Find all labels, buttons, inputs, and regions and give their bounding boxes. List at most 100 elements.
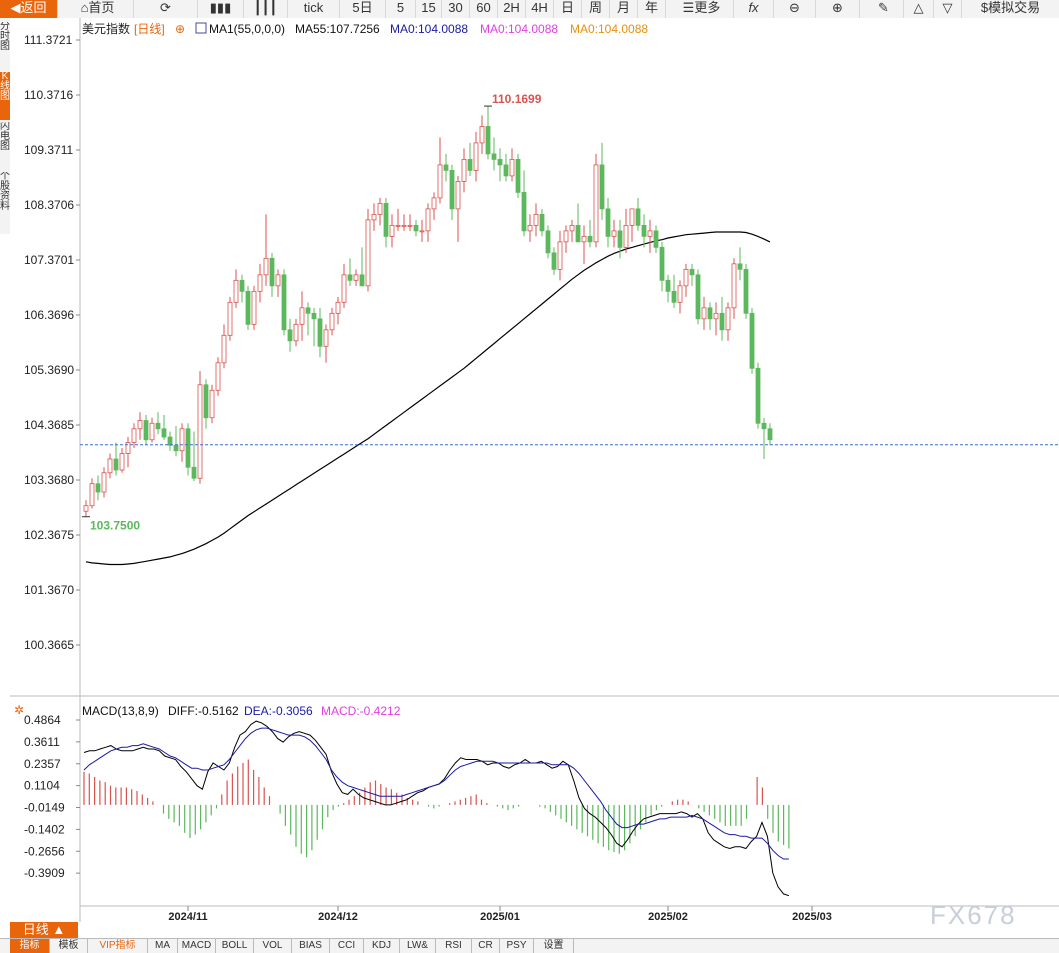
zoom-in-button[interactable]: ⊕ — [816, 0, 860, 18]
indicator-icon[interactable] — [195, 22, 207, 34]
candle-body — [539, 213, 545, 232]
tab-kline[interactable]: K线图 — [0, 72, 10, 120]
kline-type-button[interactable]: ▮▮▮ — [198, 0, 244, 18]
candle-body — [425, 208, 431, 232]
macd-tick-label: 0.4864 — [24, 713, 61, 727]
period-select-button[interactable]: 日线 ▲ — [10, 922, 78, 938]
zoom-out-button[interactable]: ⊖ — [774, 0, 816, 18]
dollar-icon: $ — [980, 0, 989, 15]
price-y-ticks: 111.3721 110.3716 109.3711 108.3706 107.3701… — [24, 33, 80, 652]
candle-body — [251, 290, 257, 325]
candle-body — [305, 307, 311, 314]
back-button[interactable]: ◀返回 — [0, 0, 58, 18]
period-5min[interactable]: 5 — [386, 0, 416, 18]
candle-body — [119, 453, 125, 471]
macd-tick-label: -0.1402 — [24, 822, 65, 836]
macd-diff: DIFF:-0.5162 — [168, 704, 239, 718]
add-indicator-icon[interactable]: ⊕ — [175, 22, 185, 36]
candle-body — [473, 142, 479, 171]
tab-boll[interactable]: BOLL — [216, 939, 254, 953]
candle-body — [185, 428, 191, 468]
macd-lines — [83, 720, 790, 897]
period-year[interactable]: 年 — [638, 0, 666, 18]
triangle-up-icon: △ — [913, 0, 924, 15]
candle-body — [437, 164, 443, 199]
candle-body — [317, 318, 323, 347]
more-button[interactable]: ☰更多 — [670, 0, 734, 18]
tab-cci[interactable]: CCI — [330, 939, 364, 953]
price-tick-label: 101.3670 — [24, 583, 74, 597]
macd-settings-icon[interactable]: ✲ — [14, 703, 24, 717]
candle-body — [257, 274, 263, 292]
macd-name: MACD(13,8,9) — [82, 704, 159, 718]
period-week[interactable]: 周 — [582, 0, 610, 18]
refresh-button[interactable]: ⟳ — [134, 0, 198, 18]
candle-body — [287, 329, 293, 342]
tab-template[interactable]: 模板 — [50, 939, 88, 953]
tab-psy[interactable]: PSY — [500, 939, 534, 953]
tab-cr[interactable]: CR — [472, 939, 500, 953]
candle-body — [149, 422, 155, 441]
tab-kdj[interactable]: KDJ — [364, 939, 400, 953]
high-annotation: 110.1699 — [492, 92, 542, 106]
formula-button[interactable]: fx — [734, 0, 774, 18]
period-5day[interactable]: 5日 — [340, 0, 386, 18]
period-15min[interactable]: 15 — [416, 0, 442, 18]
home-button[interactable]: ⌂首页 — [62, 0, 134, 18]
tab-lw[interactable]: LW& — [400, 939, 436, 953]
candle-body — [161, 428, 167, 438]
candle-body — [599, 164, 605, 210]
macd-histogram — [83, 759, 790, 858]
candle-body — [689, 268, 695, 276]
tab-indicator[interactable]: 指标 — [10, 939, 50, 953]
tab-rsi[interactable]: RSI — [436, 939, 472, 953]
low-annotation: 103.7500 — [90, 519, 140, 533]
tab-bias[interactable]: BIAS — [292, 939, 330, 953]
candle-body — [653, 230, 659, 248]
candle-body — [725, 307, 731, 331]
period-2h[interactable]: 2H — [498, 0, 526, 18]
candle-body — [509, 159, 515, 177]
tab-profile[interactable]: 个股资料 — [0, 172, 10, 212]
tab-vip[interactable]: VIP指标 — [88, 939, 148, 953]
candle-body — [101, 472, 107, 493]
period-month[interactable]: 月 — [610, 0, 638, 18]
tab-timeshare[interactable]: 分时图 — [0, 22, 10, 52]
x-tick-label: 2024/11 — [168, 911, 207, 922]
period-day[interactable]: 日 — [554, 0, 582, 18]
formula-icon: fx — [748, 0, 759, 15]
candle-body — [167, 436, 173, 446]
candle-body — [323, 329, 329, 347]
candle-body — [227, 301, 233, 336]
tab-macd[interactable]: MACD — [178, 939, 216, 953]
move-up-button[interactable]: △ — [904, 0, 934, 18]
tab-settings[interactable]: 设置 — [534, 939, 574, 953]
candle-type-button[interactable]: ┃┃┃ — [244, 0, 288, 18]
candle-body — [221, 334, 227, 364]
price-tick-label: 111.3721 — [24, 33, 73, 47]
move-down-button[interactable]: ▽ — [934, 0, 962, 18]
period-60min[interactable]: 60 — [470, 0, 498, 18]
chart-area[interactable]: 111.3721 110.3716 109.3711 108.3706 107.3701… — [10, 18, 1059, 922]
tab-flash[interactable]: 闪电图 — [0, 122, 10, 152]
tab-ma[interactable]: MA — [148, 939, 178, 953]
candle-body — [377, 202, 383, 215]
period-4h[interactable]: 4H — [526, 0, 554, 18]
draw-button[interactable]: ✎ — [864, 0, 904, 18]
tab-vol[interactable]: VOL — [254, 939, 292, 953]
period-tick[interactable]: tick — [288, 0, 340, 18]
zoom-in-icon: ⊕ — [832, 0, 843, 15]
candle-body — [719, 312, 725, 331]
candle-body — [641, 224, 647, 237]
sim-trade-button[interactable]: $模拟交易 — [980, 0, 1041, 15]
period-tag: [日线] — [134, 22, 165, 36]
x-ticks: 2024/11 2024/12 2025/01 2025/02 2025/03 — [168, 906, 832, 922]
candle-body — [455, 180, 461, 210]
candle-body — [545, 230, 551, 254]
x-tick-label: 2024/12 — [318, 911, 358, 922]
candle-body — [83, 505, 89, 512]
candle-body — [389, 224, 395, 237]
period-30min[interactable]: 30 — [442, 0, 470, 18]
macd-tick-label: 0.1104 — [24, 779, 60, 793]
candle-body — [143, 420, 149, 441]
